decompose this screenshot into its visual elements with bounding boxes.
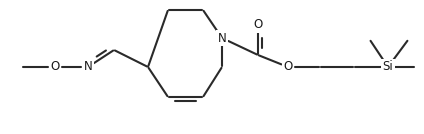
Text: O: O [283, 60, 293, 74]
Text: N: N [218, 31, 226, 44]
Text: O: O [50, 60, 60, 74]
Text: N: N [84, 60, 92, 74]
Text: O: O [254, 18, 262, 31]
Text: Si: Si [382, 60, 393, 74]
